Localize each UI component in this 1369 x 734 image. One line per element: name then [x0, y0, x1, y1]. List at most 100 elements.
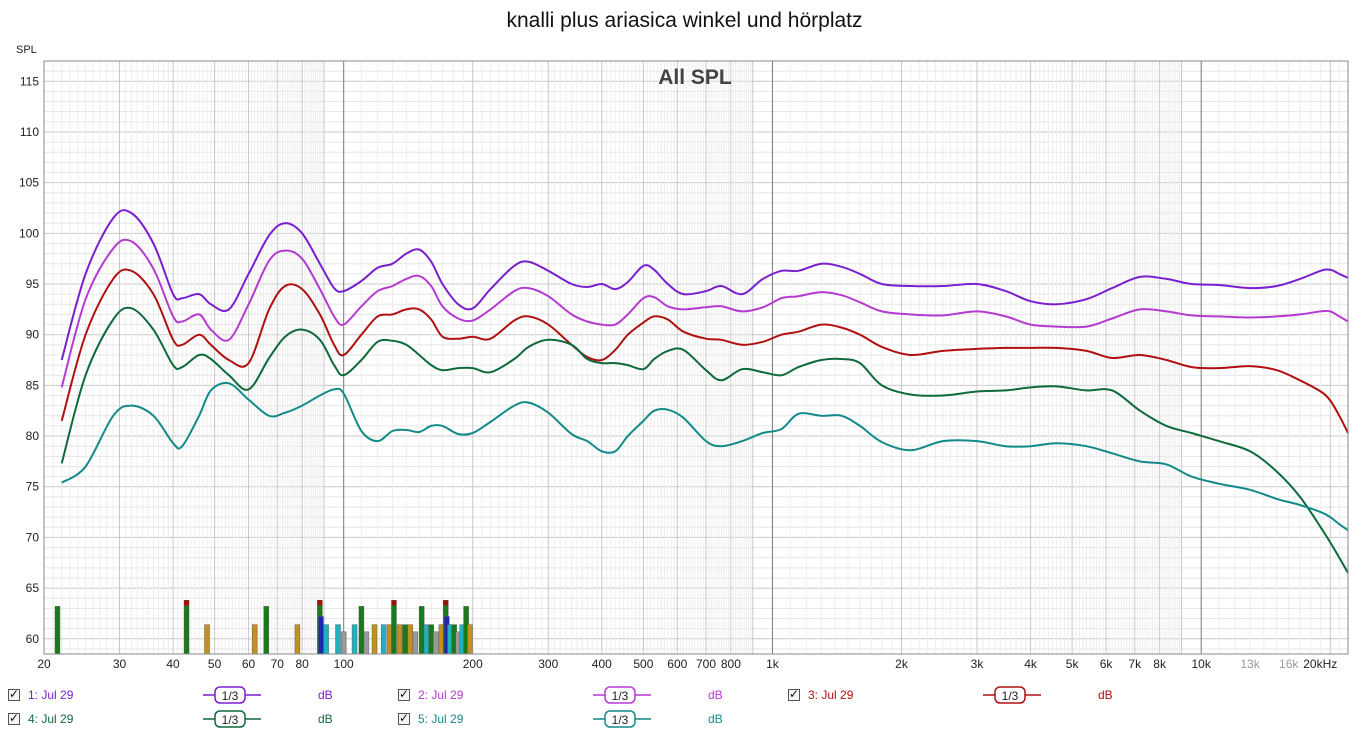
smoothing-button-2[interactable]: 1/3 [593, 685, 651, 705]
x-tick-label: 400 [592, 657, 612, 671]
spl-chart[interactable]: 60 65 70 75 80 85 90 95 100 105 110 115 20 30 40 50 60 7… [0, 0, 1369, 680]
y-axis-label: SPL [16, 44, 37, 56]
x-tick-label: 500 [633, 657, 653, 671]
distortion-bar [351, 624, 358, 655]
distortion-bar-cap [443, 600, 449, 606]
distortion-bar [381, 624, 387, 655]
distortion-bar [402, 624, 408, 655]
x-tick-label: 300 [538, 657, 558, 671]
series-line-5 [61, 381, 1349, 532]
smoothing-button-1[interactable]: 1/3 [203, 685, 261, 705]
distortion-bar [412, 631, 419, 655]
plot-frame [43, 60, 1349, 655]
distortion-bar [407, 624, 413, 655]
distortion-bar [423, 624, 430, 655]
legend-label-1: 1: Jul 29 [28, 688, 74, 702]
smoothing-button-5[interactable]: 1/3 [593, 709, 651, 729]
series-line-2 [60, 238, 1349, 388]
legend-label-4: 4: Jul 29 [28, 712, 74, 726]
legend-label-2: 2: Jul 29 [418, 688, 464, 702]
series-lines [60, 209, 1349, 574]
distortion-bar [335, 624, 341, 655]
distortion-bar [318, 616, 324, 655]
x-tick-label: 13k [1240, 657, 1260, 671]
smoothing-label-4: 1/3 [222, 713, 239, 727]
x-tick-label: 6k [1100, 657, 1114, 671]
x-tick-label: 1k [766, 657, 780, 671]
distortion-bar [204, 624, 210, 655]
y-tick-label: 90 [26, 328, 40, 342]
y-tick-label: 65 [26, 581, 40, 595]
x-axis-ticks: 20 30 40 50 60 70 80 100 200 300 400 500 600 700 800 1k… [37, 657, 1337, 671]
legend-checkbox-2[interactable] [398, 687, 410, 701]
y-tick-label: 115 [20, 74, 39, 88]
smoothing-button-4[interactable]: 1/3 [203, 709, 261, 729]
legend-checkbox-3[interactable] [788, 687, 800, 701]
y-tick-label: 110 [20, 125, 39, 139]
smoothing-label-5: 1/3 [612, 713, 629, 727]
y-tick-label: 60 [26, 632, 40, 646]
distortion-bar [54, 606, 61, 655]
smoothing-button-3[interactable]: 1/3 [983, 685, 1041, 705]
x-tick-label: 50 [208, 657, 222, 671]
distortion-bar-cap [391, 600, 397, 606]
x-tick-label: 8k [1153, 657, 1167, 671]
y-tick-label: 100 [19, 226, 39, 240]
legend-row-2: 4: Jul 29 1/3 dB 5: Jul 29 1/3 dB [0, 709, 1369, 732]
series-line-1 [60, 209, 1349, 361]
series-line-3 [60, 268, 1349, 434]
legend-unit-2: dB [708, 688, 723, 702]
x-tick-label: 100 [334, 657, 354, 671]
smoothing-label-1: 1/3 [222, 689, 239, 703]
distortion-bar [323, 624, 329, 655]
legend-row-1: 1: Jul 29 1/3 dB 2: Jul 29 1/3 dB 3: Jul… [0, 685, 1369, 708]
x-tick-label: 40 [166, 657, 180, 671]
x-tick-label: 800 [721, 657, 741, 671]
x-tick-label: 10k [1192, 657, 1212, 671]
distortion-bar [183, 600, 190, 655]
grid [43, 60, 1349, 654]
x-tick-label: 80 [295, 657, 309, 671]
distortion-bar [363, 631, 370, 655]
x-tick-label: 700 [696, 657, 716, 671]
distortion-bar [396, 624, 403, 655]
distortion-bars [54, 600, 473, 655]
x-tick-label: 200 [463, 657, 483, 671]
series-line-4 [60, 306, 1349, 574]
smoothing-label-2: 1/3 [612, 689, 629, 703]
x-tick-label: 60 [242, 657, 256, 671]
y-tick-label: 85 [26, 378, 40, 392]
distortion-bar [263, 606, 270, 655]
distortion-bar [391, 600, 397, 655]
distortion-bar-cap [317, 600, 323, 606]
legend-checkbox-5[interactable] [398, 711, 410, 725]
y-tick-label: 70 [26, 530, 40, 544]
x-tick-label: 4k [1024, 657, 1038, 671]
x-tick-label: 30 [113, 657, 127, 671]
x-tick-label: 16k [1279, 657, 1299, 671]
y-tick-label: 80 [26, 429, 40, 443]
distortion-bar [358, 606, 365, 655]
legend-label-3: 3: Jul 29 [808, 688, 854, 702]
y-tick-label: 95 [26, 277, 40, 291]
legend-unit-4: dB [318, 712, 333, 726]
distortion-bar [251, 624, 258, 655]
x-tick-label: 600 [667, 657, 687, 671]
legend-unit-5: dB [708, 712, 723, 726]
distortion-bar [433, 631, 439, 655]
legend-checkbox-4[interactable] [8, 711, 20, 725]
y-tick-label: 75 [26, 480, 40, 494]
distortion-bar [371, 624, 378, 655]
legend-checkbox-1[interactable] [8, 687, 20, 701]
legend-unit-3: dB [1098, 688, 1113, 702]
legend-label-5: 5: Jul 29 [418, 712, 464, 726]
y-axis-ticks: 60 65 70 75 80 85 90 95 100 105 110 115 [19, 74, 39, 646]
x-tick-label: 3k [971, 657, 985, 671]
distortion-bar [428, 624, 434, 655]
distortion-bar [340, 631, 347, 655]
distortion-bar [467, 624, 473, 655]
distortion-bar [294, 624, 301, 655]
smoothing-label-3: 1/3 [1002, 689, 1019, 703]
x-tick-label: 7k [1128, 657, 1142, 671]
x-tick-label: 5k [1066, 657, 1080, 671]
